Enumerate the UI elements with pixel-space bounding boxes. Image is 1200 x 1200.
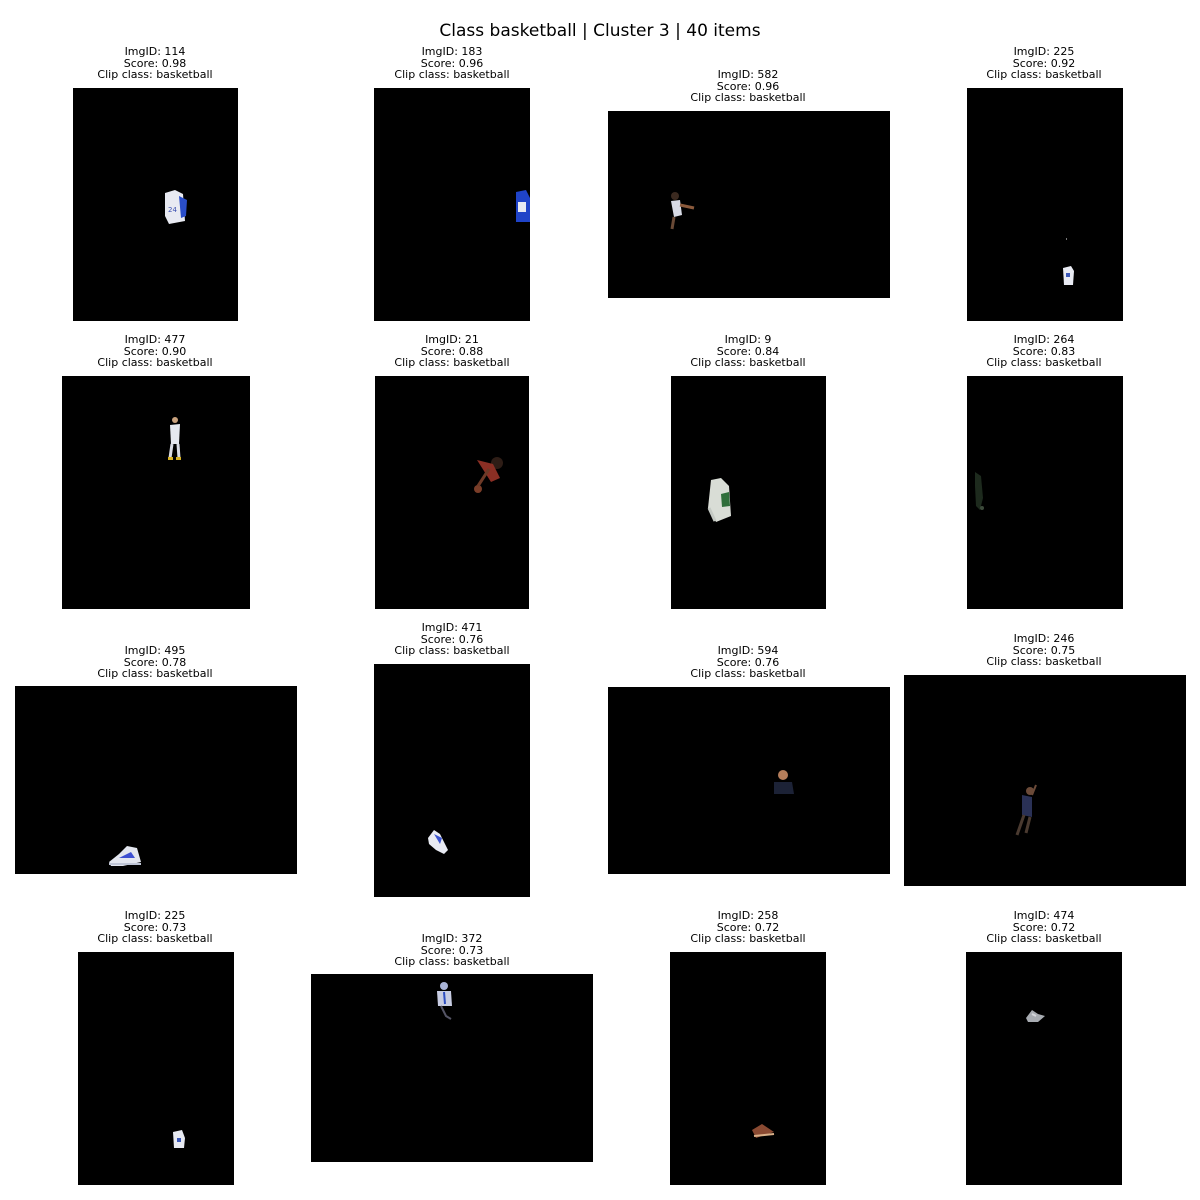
grey-sneaker-icon	[1026, 1010, 1045, 1022]
img-id-label: ImgID: 183	[421, 45, 483, 58]
score-label: Score: 0.75	[1012, 643, 1076, 657]
segmented-crop-image	[904, 675, 1186, 886]
img-id-label: ImgID: 225	[1013, 45, 1075, 58]
player-figure-icon	[670, 192, 695, 230]
clip-class-label: Clip class: basketball	[394, 955, 510, 969]
clip-class-label: Clip class: basketball	[97, 356, 213, 370]
clip-class-label: Clip class: basketball	[986, 356, 1102, 370]
clip-class-label: Clip class: basketball	[690, 932, 806, 946]
player-head-icon	[774, 770, 794, 794]
green-white-jersey-icon	[707, 478, 731, 522]
clip-class-label: Clip class: basketball	[690, 667, 806, 681]
segmented-crop-image	[671, 376, 826, 609]
cell-caption: ImgID: 471 Score: 0.76 Clip class: basketb…	[302, 622, 602, 657]
img-id-label: ImgID: 225	[124, 909, 186, 922]
score-label: Score: 0.96	[420, 56, 484, 70]
clip-class-label: Clip class: basketball	[394, 356, 510, 370]
high-top-sneaker-icon	[428, 830, 448, 854]
clip-class-label: Clip class: basketball	[986, 68, 1102, 82]
clip-class-label: Clip class: basketball	[97, 667, 213, 681]
segmented-crop-image	[966, 952, 1122, 1185]
clip-class-label: Clip class: basketball	[986, 655, 1102, 669]
cell-caption: ImgID: 114 Score: 0.98 Clip class: basketb…	[5, 46, 305, 81]
img-id-label: ImgID: 21	[425, 333, 479, 346]
score-label: Score: 0.78	[123, 655, 187, 669]
standing-player-icon	[168, 417, 181, 460]
score-label: Score: 0.88	[420, 344, 484, 358]
cell-caption: ImgID: 594 Score: 0.76 Clip class: basketb…	[598, 645, 898, 680]
img-id-label: ImgID: 258	[717, 909, 779, 922]
clip-class-label: Clip class: basketball	[986, 932, 1102, 946]
cell-caption: ImgID: 225 Score: 0.73 Clip class: basketb…	[5, 910, 305, 945]
sneaker-icon	[109, 846, 141, 866]
img-id-label: ImgID: 474	[1013, 909, 1075, 922]
cell-caption: ImgID: 477 Score: 0.90 Clip class: basketb…	[5, 334, 305, 369]
figure-title: Class basketball | Cluster 3 | 40 items	[439, 21, 761, 41]
segmented-crop-image	[375, 376, 529, 609]
score-label: Score: 0.72	[716, 920, 780, 934]
cell-caption: ImgID: 264 Score: 0.83 Clip class: basketb…	[894, 334, 1194, 369]
segmented-crop-image	[374, 88, 530, 321]
clip-class-label: Clip class: basketball	[97, 68, 213, 82]
cell-caption: ImgID: 258 Score: 0.72 Clip class: basketb…	[598, 910, 898, 945]
dark-figure-icon	[975, 472, 984, 510]
img-id-label: ImgID: 372	[421, 932, 483, 945]
score-label: Score: 0.90	[123, 344, 187, 358]
segmented-crop-image	[608, 111, 890, 298]
player-with-ball-icon	[474, 457, 503, 493]
small-jersey-icon	[173, 1130, 185, 1148]
img-id-label: ImgID: 582	[717, 68, 779, 81]
segmented-crop-image: 24	[73, 88, 238, 321]
cell-caption: ImgID: 372 Score: 0.73 Clip class: basketb…	[302, 933, 602, 968]
segmented-crop-image	[670, 952, 826, 1185]
blue-jersey-icon	[516, 190, 530, 222]
cell-caption: ImgID: 183 Score: 0.96 Clip class: basketb…	[302, 46, 602, 81]
score-label: Score: 0.96	[716, 79, 780, 93]
cell-caption: ImgID: 582 Score: 0.96 Clip class: basketb…	[598, 69, 898, 104]
svg-text:24: 24	[168, 206, 177, 214]
img-id-label: ImgID: 495	[124, 644, 186, 657]
segmented-crop-image	[967, 376, 1123, 609]
segmented-crop-image	[608, 687, 890, 874]
img-id-label: ImgID: 471	[421, 621, 483, 634]
segmented-crop-image	[311, 974, 593, 1162]
cell-caption: ImgID: 495 Score: 0.78 Clip class: basketb…	[5, 645, 305, 680]
segmented-crop-image	[62, 376, 250, 609]
cell-caption: ImgID: 474 Score: 0.72 Clip class: basketb…	[894, 910, 1194, 945]
cell-caption: ImgID: 9 Score: 0.84 Clip class: basketbal…	[598, 334, 898, 369]
img-id-label: ImgID: 246	[1013, 632, 1075, 645]
score-label: Score: 0.98	[123, 56, 187, 70]
img-id-label: ImgID: 594	[717, 644, 779, 657]
segmented-crop-image	[78, 952, 234, 1185]
red-sneaker-icon	[752, 1124, 775, 1138]
clip-class-label: Clip class: basketball	[394, 68, 510, 82]
jumping-player-icon	[1015, 784, 1037, 836]
white-jersey-icon: 24	[165, 190, 187, 224]
score-label: Score: 0.76	[420, 632, 484, 646]
cell-caption: ImgID: 246 Score: 0.75 Clip class: basketb…	[894, 633, 1194, 668]
score-label: Score: 0.72	[1012, 920, 1076, 934]
clip-class-label: Clip class: basketball	[690, 356, 806, 370]
score-label: Score: 0.73	[420, 943, 484, 957]
segmented-crop-image	[374, 664, 530, 897]
score-label: Score: 0.92	[1012, 56, 1076, 70]
player-figure-icon	[437, 982, 452, 1020]
clip-class-label: Clip class: basketball	[690, 91, 806, 105]
score-label: Score: 0.73	[123, 920, 187, 934]
cell-caption: ImgID: 21 Score: 0.88 Clip class: basketba…	[302, 334, 602, 369]
cell-caption: ImgID: 225 Score: 0.92 Clip class: basketb…	[894, 46, 1194, 81]
segmented-crop-image	[15, 686, 297, 874]
clip-class-label: Clip class: basketball	[97, 932, 213, 946]
clip-class-label: Clip class: basketball	[394, 644, 510, 658]
segmented-crop-image	[967, 88, 1123, 321]
img-id-label: ImgID: 114	[124, 45, 186, 58]
score-label: Score: 0.83	[1012, 344, 1076, 358]
small-jersey-icon	[1063, 238, 1074, 285]
img-id-label: ImgID: 477	[124, 333, 186, 346]
score-label: Score: 0.76	[716, 655, 780, 669]
img-id-label: ImgID: 9	[724, 333, 772, 346]
score-label: Score: 0.84	[716, 344, 780, 358]
img-id-label: ImgID: 264	[1013, 333, 1075, 346]
